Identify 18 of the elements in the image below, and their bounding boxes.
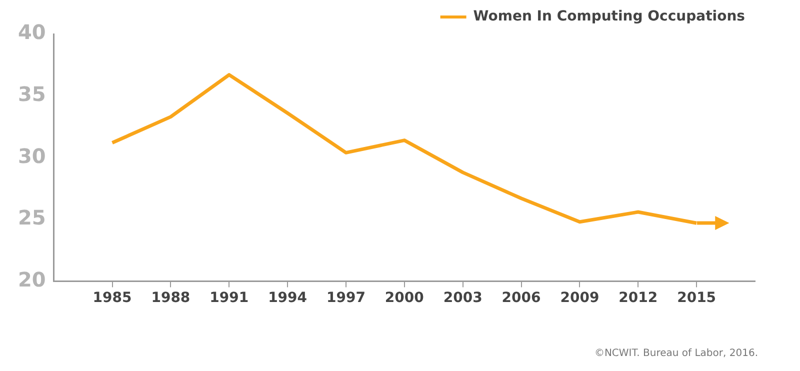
x-tick-label: 1985: [92, 290, 132, 306]
y-tick-label: 40: [18, 20, 46, 44]
y-tick-label: 35: [18, 82, 46, 106]
x-tick-label: 1997: [326, 290, 366, 306]
x-tick-label: 2006: [502, 290, 541, 306]
text: ©NCWIT. Bureau of Labor, 2016.: [594, 348, 758, 359]
x-tick-label: 2000: [384, 290, 424, 306]
legend-label: Women In Computing Occupations: [473, 8, 745, 25]
x-tick-label: 2012: [618, 290, 658, 306]
x-tick-label: 1994: [268, 290, 308, 306]
x-tick-label: 1988: [151, 290, 190, 306]
x-tick-label: 2009: [560, 290, 600, 306]
x-tick-label: 1991: [210, 290, 249, 306]
y-tick-label: 30: [18, 144, 46, 168]
x-tick-label: 2003: [443, 290, 482, 306]
y-tick-label: 20: [18, 267, 46, 292]
x-tick-label: 2015: [677, 290, 716, 306]
y-tick-label: 25: [18, 206, 46, 230]
